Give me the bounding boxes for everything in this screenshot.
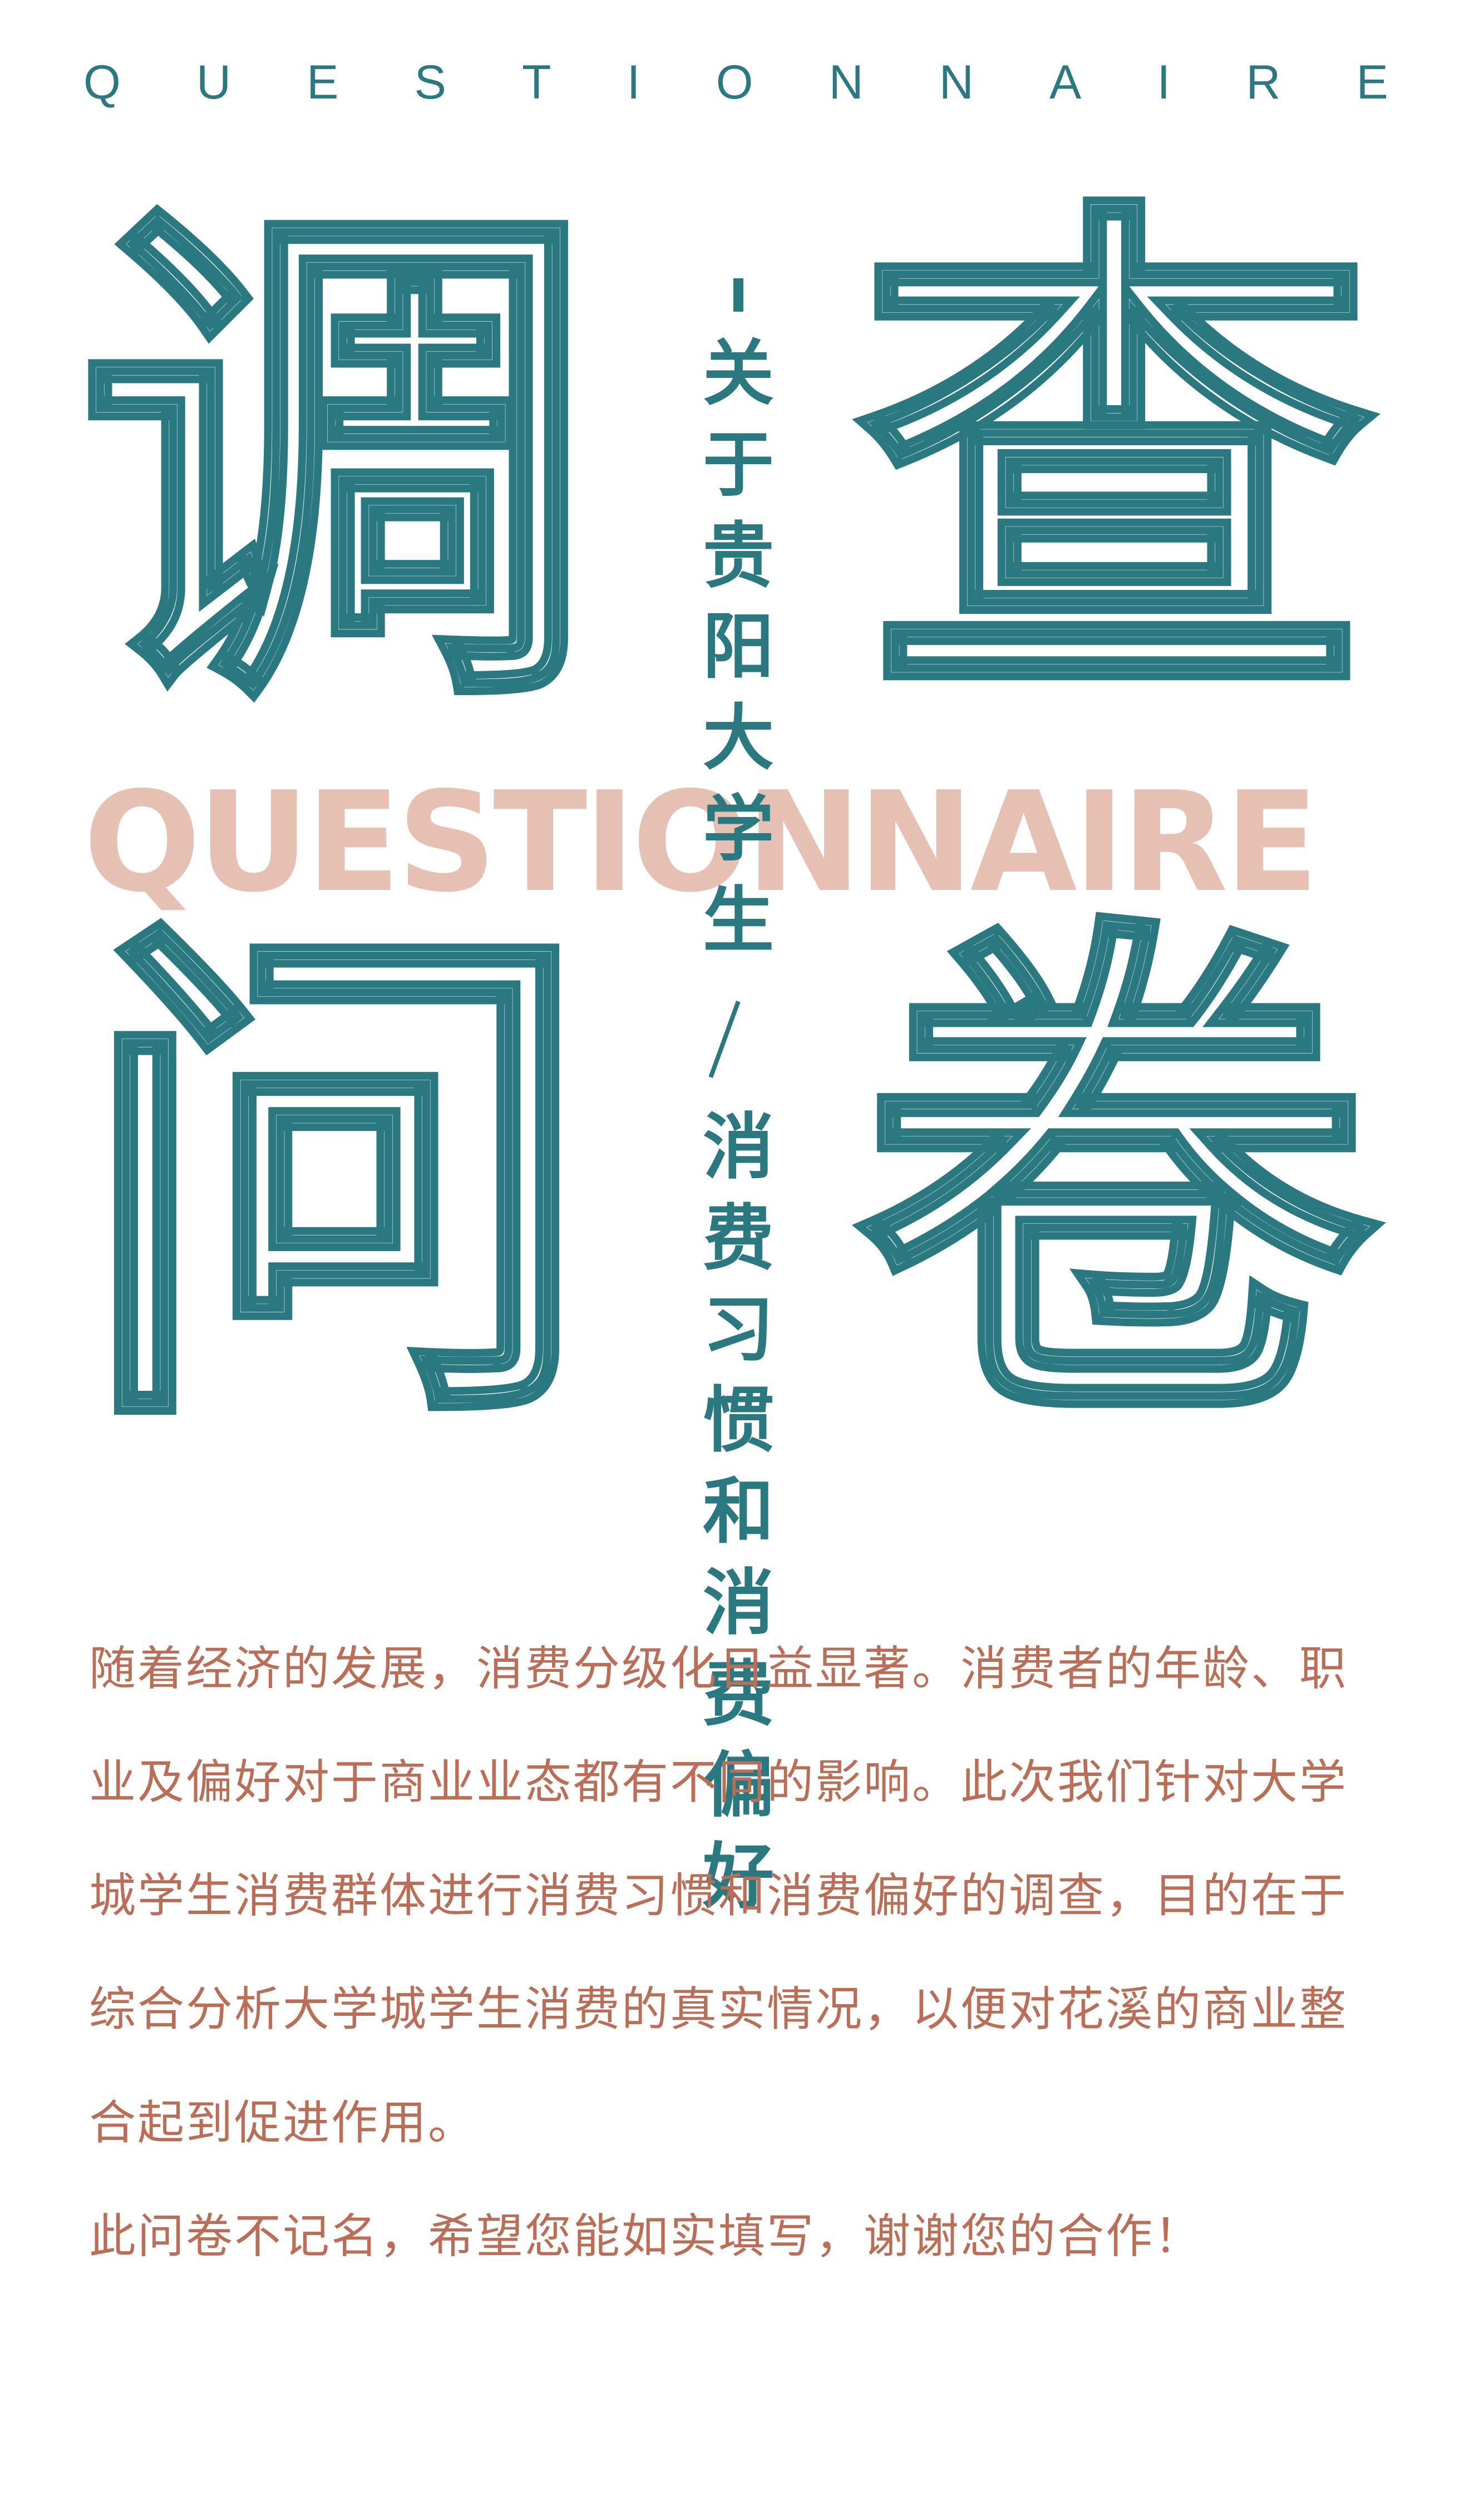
title-char-diao: 调 (74, 164, 599, 766)
header-letter: R (1246, 56, 1281, 109)
header-letter: N (829, 56, 864, 109)
header-spaced-word: Q U E S T I O N N A I R E (83, 58, 1388, 106)
header-letter: E (1356, 56, 1388, 109)
separator-slash (708, 1001, 741, 1078)
vertical-dash-divider (733, 278, 743, 312)
header-letter: U (196, 56, 231, 109)
header-letter: I (1157, 56, 1171, 109)
title-char-wen: 问 (74, 882, 599, 1484)
header-letter: E (307, 56, 339, 109)
background-word: QUESTIONNAIRE (83, 762, 1319, 923)
header-letter: I (627, 56, 640, 109)
title-char-cha: 查 (853, 164, 1378, 766)
vertical-subtitle-1: 关于贵阳大学生 (702, 332, 774, 962)
anonymous-note: 此问卷不记名，希望您能如实填写，谢谢您的合作！ (89, 2209, 1203, 2263)
header-letter: T (522, 56, 551, 109)
intro-paragraph: 随着经济的发展，消费分级化日益显著。消费者的年龄、职业及偏好对于商业业态都有不同… (89, 1641, 1348, 2150)
title-char-juan: 卷 (853, 882, 1378, 1484)
header-letter: O (716, 56, 753, 109)
vertical-subtitle-2: 消费习惯和消费偏好 (702, 1106, 774, 1918)
header-letter: N (939, 56, 974, 109)
header-letter: S (414, 56, 446, 109)
header-letter: Q (83, 56, 121, 109)
header-letter: A (1049, 56, 1082, 109)
